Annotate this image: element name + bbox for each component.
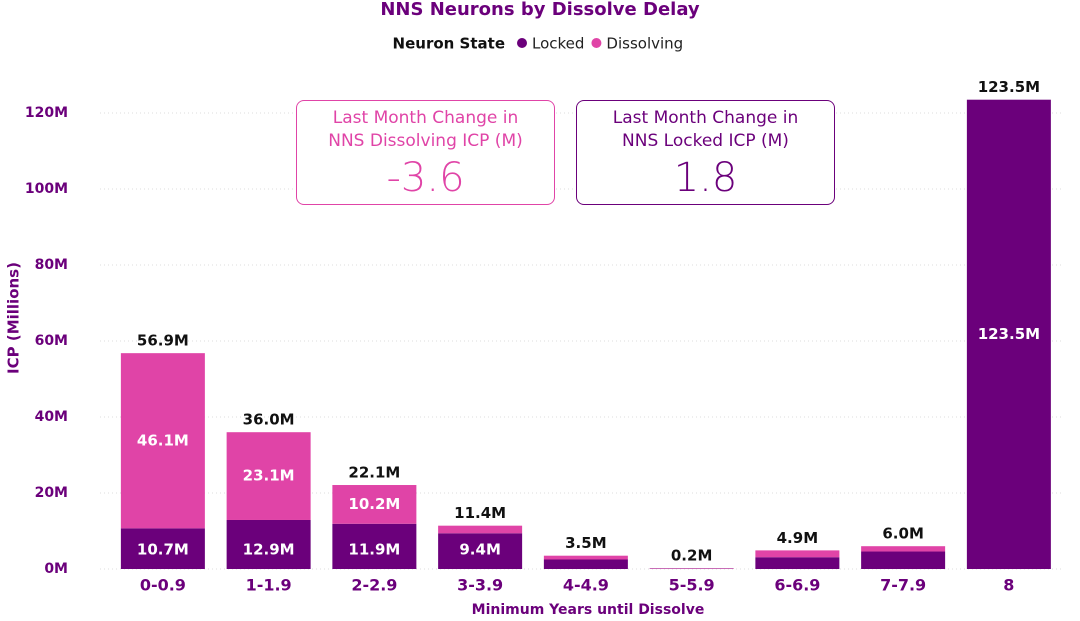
value-label: 12.9M bbox=[243, 541, 295, 559]
legend-label: Dissolving bbox=[606, 35, 683, 53]
y-tick-label: 120M bbox=[25, 105, 68, 121]
value-label: 9.4M bbox=[459, 541, 501, 559]
x-tick-label: 7-7.9 bbox=[880, 576, 926, 595]
kpi-title: Last Month Change in NNS Dissolving ICP … bbox=[328, 108, 523, 151]
y-tick-label: 40M bbox=[35, 409, 68, 425]
x-tick-label: 1-1.9 bbox=[246, 576, 292, 595]
bar-segment bbox=[543, 555, 628, 560]
kpi-title: Last Month Change in NNS Locked ICP (M) bbox=[612, 108, 799, 151]
bar-segment bbox=[755, 557, 840, 569]
bar-segment bbox=[755, 550, 840, 558]
total-label: 6.0M bbox=[882, 525, 924, 543]
total-label: 3.5M bbox=[565, 534, 607, 552]
bar-segment bbox=[332, 523, 417, 569]
bar-segment bbox=[966, 99, 1051, 569]
bar-segment bbox=[861, 551, 946, 569]
x-tick-label: 0-0.9 bbox=[140, 576, 186, 595]
x-tick-label: 4-4.9 bbox=[563, 576, 609, 595]
y-tick-label: 20M bbox=[35, 485, 68, 501]
y-tick-label: 80M bbox=[35, 257, 68, 273]
total-label: 4.9M bbox=[777, 529, 819, 547]
y-axis-label: ICP (Millions) bbox=[5, 262, 23, 374]
x-axis-label: Minimum Years until Dissolve bbox=[472, 602, 705, 618]
value-label: 23.1M bbox=[243, 467, 295, 485]
total-label: 123.5M bbox=[978, 78, 1040, 96]
x-tick-label: 3-3.9 bbox=[457, 576, 503, 595]
x-tick-label: 8 bbox=[1003, 576, 1014, 595]
kpi-value: 1.8 bbox=[673, 155, 738, 201]
y-tick-label: 0M bbox=[44, 561, 68, 577]
total-label: 11.4M bbox=[454, 504, 506, 522]
x-tick-label: 6-6.9 bbox=[774, 576, 820, 595]
legend-marker bbox=[517, 38, 527, 48]
bar-segment bbox=[120, 353, 205, 529]
bar-segment bbox=[861, 546, 946, 552]
bar-segment bbox=[332, 485, 417, 524]
bar-segment bbox=[543, 559, 628, 569]
value-label: 123.5M bbox=[978, 325, 1040, 343]
bar-segment bbox=[226, 519, 311, 569]
value-label: 11.9M bbox=[348, 541, 400, 559]
kpi-card: Last Month Change in NNS Dissolving ICP … bbox=[296, 100, 555, 205]
total-label: 0.2M bbox=[671, 547, 713, 565]
kpi-card: Last Month Change in NNS Locked ICP (M) 1… bbox=[576, 100, 835, 205]
kpi-value: -3.6 bbox=[386, 155, 465, 201]
total-label: 22.1M bbox=[348, 464, 400, 482]
legend-marker bbox=[591, 38, 602, 48]
y-tick-label: 60M bbox=[35, 333, 68, 349]
value-label: 10.7M bbox=[137, 541, 189, 559]
chart-title: NNS Neurons by Dissolve Delay bbox=[380, 0, 700, 20]
bar-segment bbox=[120, 528, 205, 569]
total-label: 56.9M bbox=[137, 331, 189, 349]
total-label: 36.0M bbox=[243, 411, 295, 429]
legend-label: Locked bbox=[532, 35, 584, 53]
value-label: 10.2M bbox=[348, 495, 400, 513]
y-tick-label: 100M bbox=[25, 181, 68, 197]
value-label: 46.1M bbox=[137, 431, 189, 449]
x-tick-label: 2-2.9 bbox=[351, 576, 397, 595]
x-tick-label: 5-5.9 bbox=[669, 576, 715, 595]
bar-segment bbox=[226, 432, 311, 520]
legend-title: Neuron State bbox=[393, 35, 505, 53]
bar-segment bbox=[438, 533, 523, 569]
bar-segment bbox=[438, 525, 523, 534]
